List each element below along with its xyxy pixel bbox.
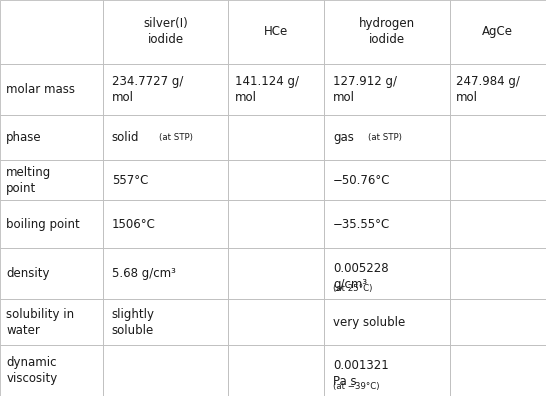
Bar bbox=[449, 200, 546, 248]
Bar bbox=[324, 200, 449, 248]
Text: 0.001321
Pa s: 0.001321 Pa s bbox=[333, 359, 389, 388]
Bar bbox=[228, 160, 324, 200]
Bar bbox=[324, 248, 449, 299]
Bar bbox=[0, 160, 103, 200]
Text: 247.984 g/
mol: 247.984 g/ mol bbox=[456, 74, 520, 104]
Text: 234.7727 g/
mol: 234.7727 g/ mol bbox=[112, 74, 183, 104]
Bar bbox=[449, 64, 546, 114]
Bar bbox=[228, 345, 324, 396]
Text: melting
point: melting point bbox=[6, 166, 51, 195]
Bar bbox=[324, 299, 449, 345]
Bar bbox=[449, 345, 546, 396]
Text: solubility in
water: solubility in water bbox=[6, 308, 74, 337]
Bar bbox=[103, 64, 228, 114]
Bar bbox=[449, 248, 546, 299]
Bar bbox=[103, 160, 228, 200]
Bar bbox=[0, 0, 103, 64]
Bar bbox=[324, 0, 449, 64]
Bar bbox=[228, 0, 324, 64]
Bar bbox=[103, 200, 228, 248]
Text: slightly
soluble: slightly soluble bbox=[112, 308, 155, 337]
Text: hydrogen
iodide: hydrogen iodide bbox=[359, 17, 415, 46]
Text: (at −39°C): (at −39°C) bbox=[333, 382, 379, 391]
Bar bbox=[228, 248, 324, 299]
Text: gas: gas bbox=[333, 131, 354, 144]
Text: HCe: HCe bbox=[264, 25, 288, 38]
Bar bbox=[449, 160, 546, 200]
Bar bbox=[324, 114, 449, 160]
Text: 1506°C: 1506°C bbox=[112, 217, 156, 230]
Text: solid: solid bbox=[112, 131, 139, 144]
Text: AgCe: AgCe bbox=[482, 25, 513, 38]
Bar bbox=[103, 114, 228, 160]
Bar bbox=[228, 114, 324, 160]
Text: boiling point: boiling point bbox=[6, 217, 80, 230]
Text: 557°C: 557°C bbox=[112, 174, 148, 187]
Text: density: density bbox=[6, 267, 50, 280]
Text: 141.124 g/
mol: 141.124 g/ mol bbox=[235, 74, 299, 104]
Text: silver(I)
iodide: silver(I) iodide bbox=[143, 17, 188, 46]
Text: (at STP): (at STP) bbox=[159, 133, 193, 142]
Bar bbox=[0, 299, 103, 345]
Text: very soluble: very soluble bbox=[333, 316, 406, 329]
Bar bbox=[324, 345, 449, 396]
Bar bbox=[449, 114, 546, 160]
Bar bbox=[228, 64, 324, 114]
Bar bbox=[0, 345, 103, 396]
Bar bbox=[324, 160, 449, 200]
Bar bbox=[0, 200, 103, 248]
Text: 0.005228
g/cm³: 0.005228 g/cm³ bbox=[333, 262, 389, 291]
Text: 5.68 g/cm³: 5.68 g/cm³ bbox=[112, 267, 176, 280]
Bar bbox=[103, 299, 228, 345]
Bar bbox=[449, 299, 546, 345]
Text: (at STP): (at STP) bbox=[368, 133, 402, 142]
Bar bbox=[0, 114, 103, 160]
Text: 127.912 g/
mol: 127.912 g/ mol bbox=[333, 74, 397, 104]
Bar bbox=[103, 345, 228, 396]
Bar bbox=[103, 248, 228, 299]
Text: −50.76°C: −50.76°C bbox=[333, 174, 391, 187]
Bar bbox=[0, 64, 103, 114]
Bar bbox=[228, 200, 324, 248]
Text: −35.55°C: −35.55°C bbox=[333, 217, 390, 230]
Text: dynamic
viscosity: dynamic viscosity bbox=[6, 356, 57, 385]
Text: (at 25°C): (at 25°C) bbox=[333, 284, 372, 293]
Bar bbox=[0, 248, 103, 299]
Bar bbox=[103, 0, 228, 64]
Bar bbox=[324, 64, 449, 114]
Bar bbox=[228, 299, 324, 345]
Bar bbox=[449, 0, 546, 64]
Text: phase: phase bbox=[6, 131, 42, 144]
Text: molar mass: molar mass bbox=[6, 83, 75, 95]
